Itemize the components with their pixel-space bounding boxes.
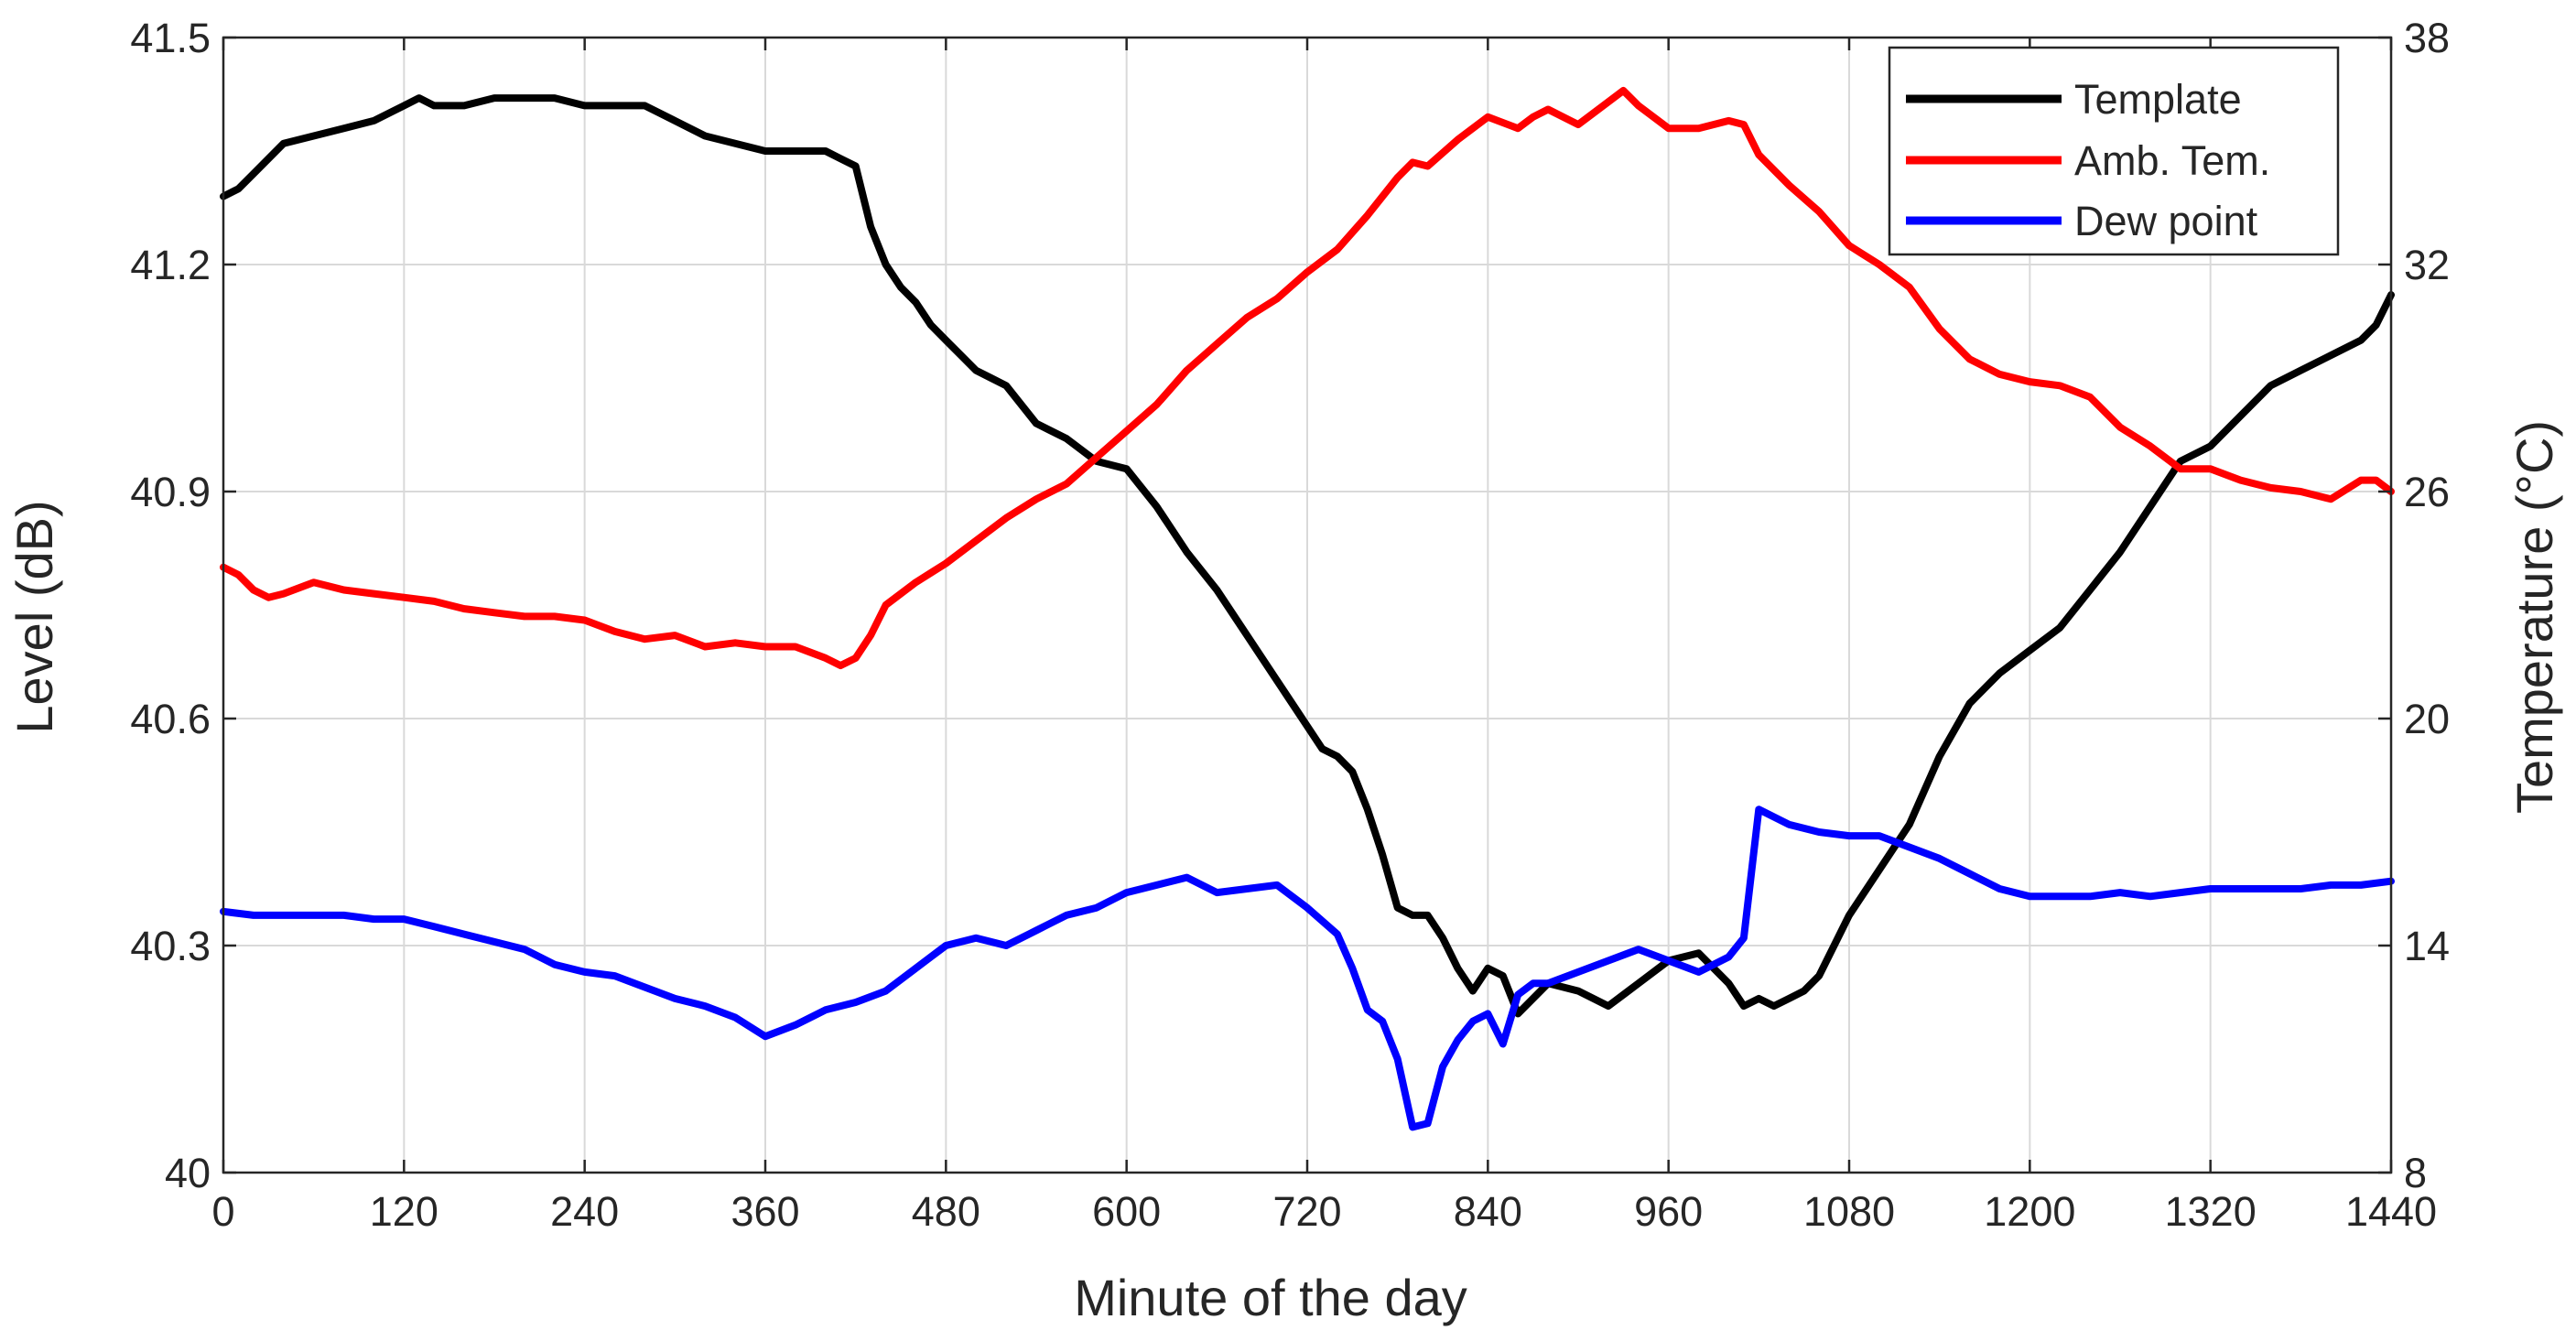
x-tick-label: 1440 bbox=[2345, 1188, 2437, 1235]
y-right-tick-label: 8 bbox=[2404, 1150, 2427, 1196]
y-right-tick-label: 32 bbox=[2404, 242, 2450, 288]
y-left-tick-label: 41.5 bbox=[130, 15, 211, 61]
legend-label-dew-point: Dew point bbox=[2074, 198, 2258, 244]
x-tick-label: 720 bbox=[1272, 1188, 1341, 1235]
x-tick-label: 1200 bbox=[1984, 1188, 2075, 1235]
y-right-tick-label: 26 bbox=[2404, 469, 2450, 515]
x-tick-label: 960 bbox=[1634, 1188, 1703, 1235]
series-line-amb-tem bbox=[220, 86, 2395, 670]
legend-label-template: Template bbox=[2074, 76, 2242, 123]
y-right-tick-label: 38 bbox=[2404, 15, 2450, 61]
y-left-axis-title: Level (dB) bbox=[5, 500, 63, 733]
x-tick-label: 120 bbox=[370, 1188, 438, 1235]
legend-label-amb-tem: Amb. Tem. bbox=[2074, 137, 2270, 184]
y-left-tick-label: 40.3 bbox=[130, 923, 211, 969]
legend: Template Amb. Tem. Dew point bbox=[1888, 46, 2340, 256]
y-right-tick-label: 14 bbox=[2404, 923, 2450, 969]
y-left-tick-label: 40.9 bbox=[130, 469, 211, 515]
y-right-axis-title: Temperature (°C) bbox=[2506, 420, 2563, 814]
x-tick-label: 840 bbox=[1454, 1188, 1522, 1235]
y-left-tick-label: 41.2 bbox=[130, 242, 211, 288]
y-right-tick-label: 20 bbox=[2404, 696, 2450, 742]
x-tick-label: 360 bbox=[731, 1188, 799, 1235]
y-left-tick-label: 40 bbox=[165, 1150, 211, 1196]
series-line-dew-point bbox=[220, 806, 2395, 1131]
x-tick-label: 600 bbox=[1092, 1188, 1161, 1235]
x-tick-label: 240 bbox=[550, 1188, 619, 1235]
series-line-template bbox=[220, 94, 2395, 1018]
x-axis-title: Minute of the day bbox=[1074, 1269, 1467, 1326]
x-tick-label: 0 bbox=[211, 1188, 234, 1235]
series-layer bbox=[220, 86, 2395, 1131]
x-tick-label: 1080 bbox=[1803, 1188, 1895, 1235]
x-tick-label: 480 bbox=[912, 1188, 980, 1235]
y-left-tick-label: 40.6 bbox=[130, 696, 211, 742]
x-tick-label: 1320 bbox=[2165, 1188, 2257, 1235]
ticks-layer: 0 120 240 360 480 600 720 840 960 1080 1200 1320 144… bbox=[130, 15, 2450, 1235]
